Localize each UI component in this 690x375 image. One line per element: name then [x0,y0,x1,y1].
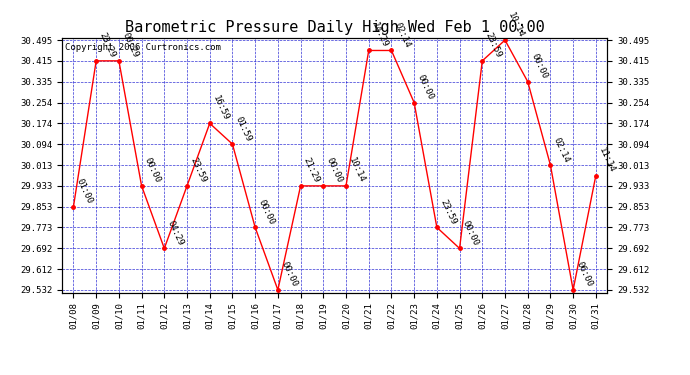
Text: 02:14: 02:14 [552,136,571,164]
Text: 04:29: 04:29 [166,219,185,247]
Text: 00:00: 00:00 [415,73,435,101]
Text: 14:29: 14:29 [370,21,390,49]
Text: 21:29: 21:29 [302,156,322,184]
Text: 23:59: 23:59 [188,156,208,184]
Text: 01:00: 01:00 [75,177,95,205]
Text: 00:00: 00:00 [143,156,163,184]
Text: 10:14: 10:14 [347,156,367,184]
Text: 06:00: 06:00 [575,260,594,288]
Text: 11:14: 11:14 [598,146,617,174]
Text: 02:14: 02:14 [393,21,413,49]
Text: 00:00: 00:00 [529,52,549,80]
Text: 16:59: 16:59 [211,94,230,122]
Text: 23:59: 23:59 [484,31,503,60]
Text: 00:00: 00:00 [257,198,276,226]
Text: 00:00: 00:00 [461,219,480,247]
Text: 00:00: 00:00 [279,260,299,288]
Text: 23:59: 23:59 [438,198,457,226]
Text: 00:00: 00:00 [325,156,344,184]
Text: 01:59: 01:59 [234,115,253,143]
Text: 23:29: 23:29 [97,31,117,60]
Title: Barometric Pressure Daily High Wed Feb 1 00:00: Barometric Pressure Daily High Wed Feb 1… [125,20,544,35]
Text: Copyright 2006 Curtronics.com: Copyright 2006 Curtronics.com [65,43,221,52]
Text: 10:14: 10:14 [506,10,526,39]
Text: 00:29: 00:29 [120,31,140,60]
